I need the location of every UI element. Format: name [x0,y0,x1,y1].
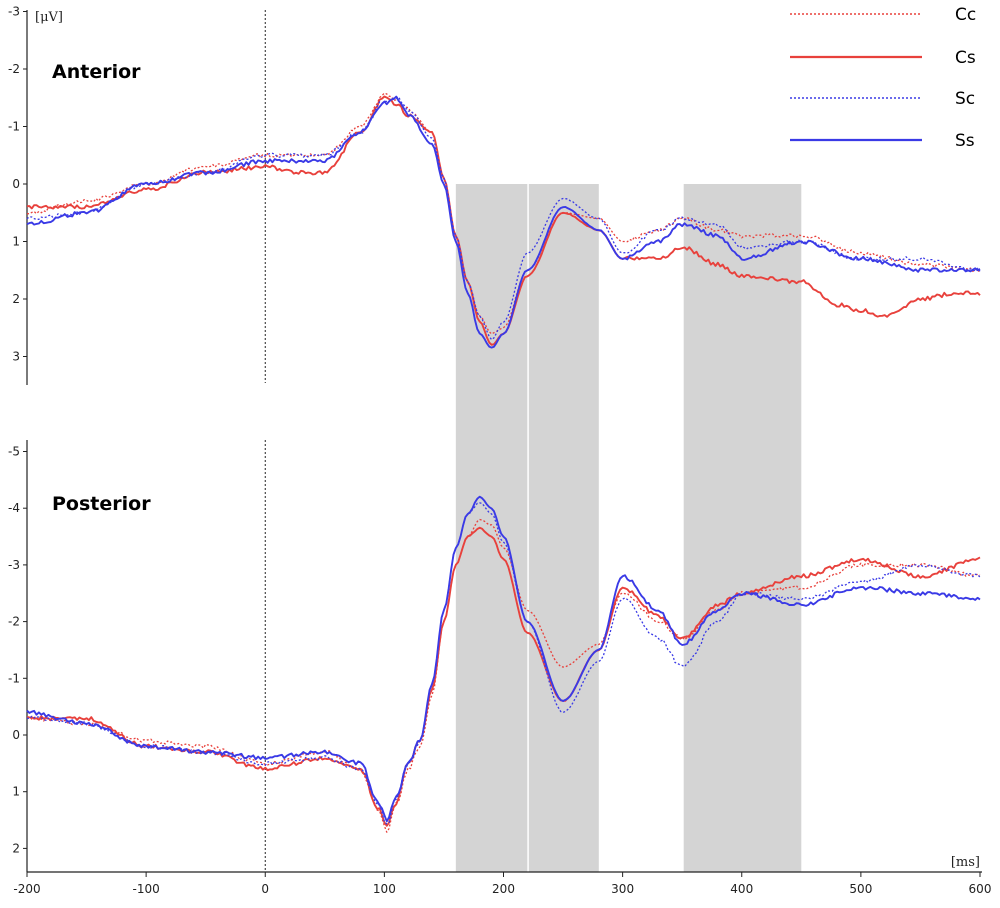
panel-title-2: Posterior [52,493,151,515]
legend-label-cc: Cc [955,5,976,25]
legend-label-cs: Cs [955,48,976,68]
series-cc-posterior [26,518,981,833]
y-tick-label: -4 [8,501,20,515]
analysis-window-2 [528,184,599,872]
x-unit-label: [ms] [951,855,980,870]
y-tick-label: -1 [8,671,20,685]
analysis-window-3 [683,184,802,872]
series-ss-posterior [26,495,981,823]
highlight-windows [455,184,802,872]
x-tick-label: 0 [261,882,269,896]
series-sc-posterior [26,502,981,825]
y-unit-label: [μV] [35,10,63,25]
x-tick-label: 300 [611,882,634,896]
panel-labels: Anterior Posterior [μV] [ms] [35,10,980,870]
series-cc-anterior [27,92,981,335]
y-tick-label: 2 [12,841,20,855]
x-tick-label: -100 [133,882,160,896]
y-tick-label: 2 [12,292,20,306]
x-tick-label: 200 [492,882,515,896]
x-tick-label: 500 [849,882,872,896]
series-sc-anterior [26,96,981,341]
legend-label-ss: Ss [955,131,975,151]
y-tick-label: -1 [8,120,20,134]
y-tick-label: 1 [12,235,20,249]
panel-title-1: Anterior [52,61,141,83]
y-tick-label: -3 [8,5,20,19]
analysis-window-1 [455,184,528,872]
axes: -3 -2 -1 0 1 2 3 -5 -4 -3 -2 -1 0 1 2 -200 -100 0 100 200 30… [8,5,991,897]
y-tick-label: -3 [8,558,20,572]
x-tick-label: 400 [730,882,753,896]
x-tick-label: 600 [969,882,992,896]
y-tick-label: 1 [12,785,20,799]
series-lines [26,92,981,833]
y-tick-label: 0 [12,728,20,742]
legend-label-sc: Sc [955,89,975,109]
y-tick-label: -5 [8,445,20,459]
x-tick-label: 100 [373,882,396,896]
y-tick-label: -2 [8,62,20,76]
y-tick-label: 0 [12,177,20,191]
x-tick-label: -200 [13,882,40,896]
legend: Cc Cs Sc Ss [790,5,976,151]
series-ss-anterior [26,95,981,349]
y-tick-label: 3 [12,350,20,364]
y-tick-label: -2 [8,615,20,629]
